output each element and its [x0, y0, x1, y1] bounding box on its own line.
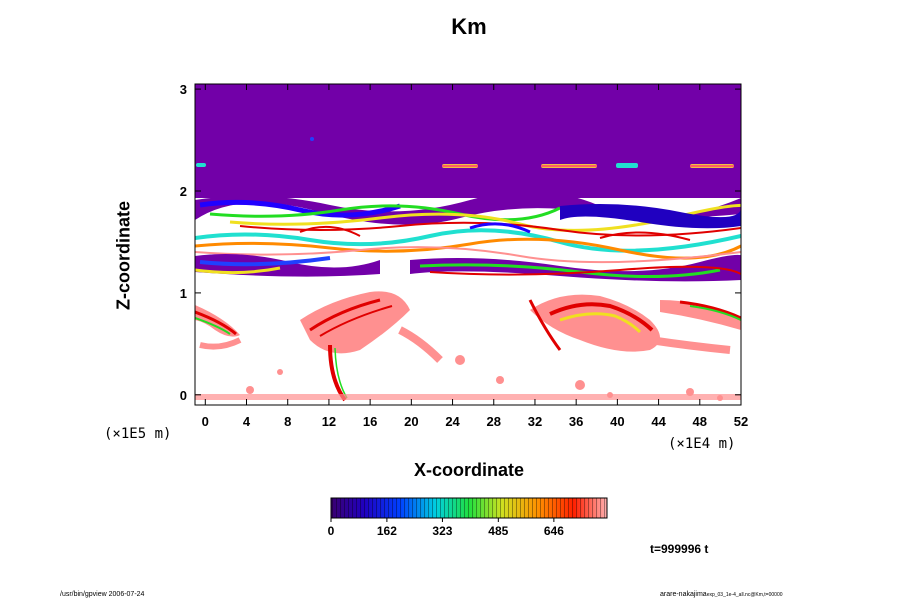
x-tick-label: 8 [284, 414, 291, 429]
x-axis-label: X-coordinate [413, 460, 524, 480]
footer-right-sub: exp_03_1e-4_all.nc@Km,t=00000 [706, 592, 783, 598]
upper-uniform-region [195, 84, 741, 200]
colorbar-stripes [331, 498, 607, 518]
x-tick-label: 44 [651, 414, 666, 429]
field-layers [195, 84, 741, 405]
x-tick-label: 24 [445, 414, 460, 429]
y-tick-label: 2 [180, 184, 187, 199]
turbulent-band [195, 191, 741, 290]
x-axis-unit: (×1E4 m) [668, 436, 736, 452]
colorbar-tick-label: 323 [432, 524, 452, 538]
x-tick-label: 52 [734, 414, 748, 429]
footer-left: /usr/bin/gpview 2006-07-24 [60, 591, 145, 598]
x-tick-label: 40 [610, 414, 624, 429]
y-axis-unit: (×1E5 m) [104, 426, 172, 442]
colorbar-ticks: 0 162 323 485 646 [328, 518, 564, 538]
x-tick-label: 28 [487, 414, 501, 429]
x-tick-label: 4 [243, 414, 251, 429]
y-tick-label: 3 [180, 82, 187, 97]
x-tick-label: 36 [569, 414, 583, 429]
upper-streaks [196, 137, 734, 168]
x-tick-label: 20 [404, 414, 418, 429]
plot-frame [194, 83, 742, 406]
footer-right-main: arare-nakajima [660, 591, 707, 598]
footer-right: arare-nakajimaexp_03_1e-4_all.nc@Km,t=00… [660, 591, 783, 598]
colorbar-tick-label: 485 [488, 524, 508, 538]
x-tick-label: 0 [202, 414, 209, 429]
y-tick-label: 0 [180, 388, 187, 403]
y-axis-label: Z-coordinate [113, 201, 134, 311]
lower-plumes [195, 291, 741, 402]
colorbar-tick-label: 0 [328, 524, 335, 538]
x-axis-ticks: 0 4 8 12 16 20 24 28 32 36 40 44 48 52 [202, 84, 748, 429]
x-tick-label: 48 [693, 414, 707, 429]
time-label: t=999996 t [650, 542, 709, 556]
x-tick-label: 32 [528, 414, 542, 429]
colorbar-tick-label: 162 [377, 524, 397, 538]
colorbar-frame [330, 497, 608, 519]
y-axis-ticks: 0 1 2 3 [180, 82, 741, 403]
chart-title: Km [451, 14, 487, 39]
x-tick-label: 12 [322, 414, 336, 429]
y-tick-label: 1 [180, 286, 187, 301]
colorbar-tick-label: 646 [544, 524, 564, 538]
x-tick-label: 16 [363, 414, 377, 429]
